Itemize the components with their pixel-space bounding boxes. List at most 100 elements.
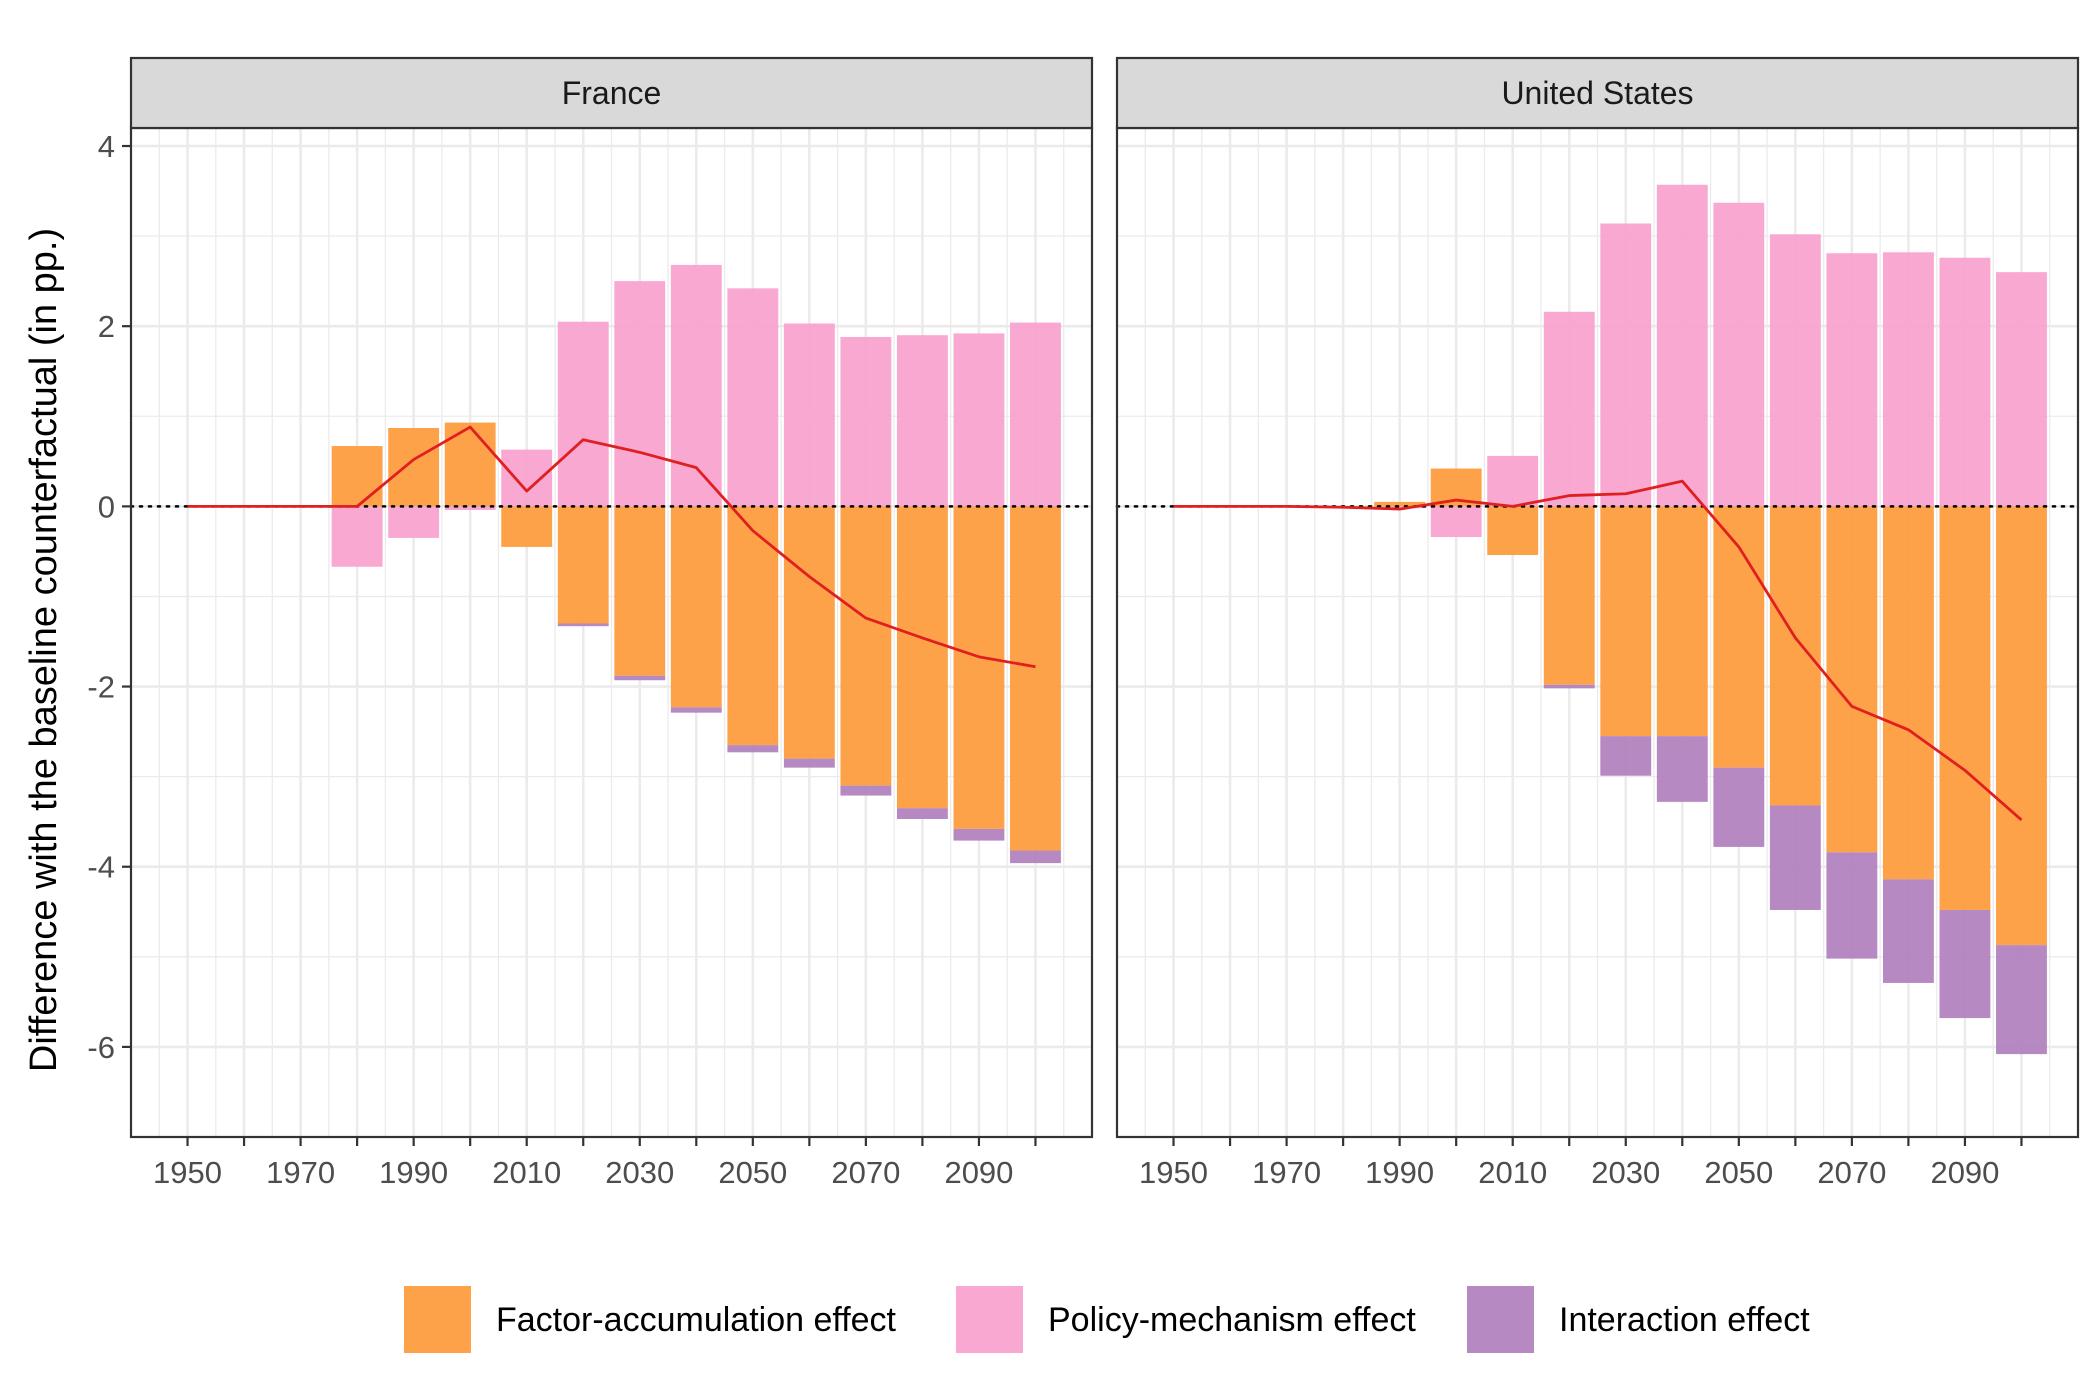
bar-factor-2050	[727, 506, 779, 746]
x-tick-label: 1990	[379, 1155, 448, 1190]
bar-policy-2020	[1543, 311, 1595, 507]
bar-policy-2010	[1487, 455, 1539, 507]
bar-factor-1990	[1374, 501, 1426, 507]
bar-interaction-2040	[670, 707, 722, 713]
x-tick-label: 2070	[831, 1155, 900, 1190]
x-tick-label: 1950	[1139, 1155, 1208, 1190]
bar-policy-2040	[670, 264, 722, 507]
bar-factor-2070	[1826, 506, 1878, 853]
bar-factor-2090	[1939, 506, 1991, 910]
bar-interaction-2070	[1826, 852, 1878, 959]
bar-factor-2030	[1600, 506, 1652, 737]
bar-policy-2060	[1769, 234, 1821, 507]
bar-factor-2040	[670, 506, 722, 708]
bar-interaction-2020	[1543, 684, 1595, 689]
x-axis-0: 1950 1970 1990 2010 2030 2050 2070 2090	[153, 1137, 1037, 1190]
bar-interaction-2090	[1939, 909, 1991, 1019]
x-tick-label: 2050	[1704, 1155, 1773, 1190]
bar-interaction-2080	[896, 808, 948, 819]
x-tick-label: 2030	[1591, 1155, 1660, 1190]
bar-factor-2020	[557, 506, 609, 624]
y-tick-label: 4	[98, 129, 115, 164]
bar-factor-2030	[614, 506, 666, 676]
bar-factor-2020	[1543, 506, 1595, 685]
bar-policy-2000	[444, 506, 496, 510]
y-tick-label: -6	[87, 1030, 115, 1065]
facet-panel-0: France	[129, 56, 1094, 1139]
panels-layer: France United States	[129, 56, 2080, 1139]
bar-policy-2080	[1882, 252, 1934, 507]
legend-label-policy: Policy-mechanism effect	[1048, 1301, 1416, 1339]
x-tick-label: 2090	[944, 1155, 1013, 1190]
bar-interaction-2040	[1656, 736, 1708, 802]
bar-interaction-2050	[1713, 767, 1765, 847]
y-tick-label: 0	[98, 489, 115, 524]
bar-interaction-2090	[953, 828, 1005, 841]
bar-policy-2070	[1826, 253, 1878, 507]
bar-policy-2090	[953, 333, 1005, 507]
bar-factor-2060	[783, 506, 835, 759]
bar-policy-1980	[331, 506, 383, 567]
bars	[1317, 184, 2047, 1055]
legend-swatch-interaction	[1467, 1286, 1534, 1353]
bar-factor-2080	[1882, 506, 1934, 880]
y-axis-title: Difference with the baseline counterfact…	[23, 228, 65, 1072]
bar-factor-1980	[331, 446, 383, 507]
bar-factor-2080	[896, 506, 948, 809]
bar-policy-2030	[1600, 223, 1652, 507]
bar-policy-2090	[1939, 257, 1991, 507]
x-tick-label: 2090	[1930, 1155, 1999, 1190]
x-tick-label: 1950	[153, 1155, 222, 1190]
facet-panel-1: United States	[1115, 56, 2080, 1139]
facet-strip	[1115, 56, 2080, 130]
bar-policy-2100	[1010, 322, 1061, 507]
bar-interaction-2060	[1769, 805, 1821, 910]
total-effect-line	[1173, 479, 2023, 821]
bar-interaction-2080	[1882, 879, 1934, 983]
bar-factor-2090	[953, 506, 1005, 829]
bar-policy-2040	[1656, 184, 1708, 507]
bar-policy-2050	[727, 288, 779, 507]
x-tick-label: 2010	[1478, 1155, 1547, 1190]
bar-factor-2010	[1487, 506, 1539, 556]
legend-label-interaction: Interaction effect	[1559, 1301, 1810, 1339]
bar-factor-2100	[1010, 506, 1061, 851]
facet-strip-title: United States	[1501, 75, 1693, 111]
bar-policy-2100	[1996, 272, 2047, 507]
legend-label-factor: Factor-accumulation effect	[496, 1301, 897, 1339]
bar-interaction-2030	[614, 675, 666, 681]
bar-factor-1990	[388, 427, 440, 507]
bar-interaction-2030	[1600, 736, 1652, 776]
bar-interaction-2100	[1996, 945, 2047, 1055]
bar-interaction-2070	[840, 785, 892, 796]
bar-policy-2070	[840, 337, 892, 507]
bar-interaction-2060	[783, 758, 835, 768]
x-tick-label: 1970	[266, 1155, 335, 1190]
bar-interaction-2020	[557, 623, 609, 627]
bar-policy-2010	[501, 449, 553, 507]
facet-strip-title: France	[562, 75, 662, 111]
bar-factor-2060	[1769, 506, 1821, 806]
x-axis-1: 1950 1970 1990 2010 2030 2050 2070 2090	[1139, 1137, 2023, 1190]
bar-policy-2080	[896, 335, 948, 507]
x-tick-label: 2050	[718, 1155, 787, 1190]
bar-interaction-2100	[1010, 850, 1061, 864]
legend-swatch-factor	[404, 1286, 471, 1353]
x-tick-label: 2010	[492, 1155, 561, 1190]
x-tick-label: 1970	[1252, 1155, 1321, 1190]
bar-factor-2070	[840, 506, 892, 786]
total-effect-line	[187, 425, 1036, 669]
bar-factor-2010	[501, 506, 553, 547]
y-axis: 4 2 0 -2 -4 -6	[87, 129, 131, 1065]
bar-factor-2050	[1713, 506, 1765, 768]
bar-policy-2030	[614, 281, 666, 507]
y-tick-label: 2	[98, 309, 115, 344]
legend-swatch-policy	[956, 1286, 1023, 1353]
x-tick-label: 2030	[605, 1155, 674, 1190]
bar-policy-1990	[1374, 506, 1426, 509]
bar-policy-2020	[557, 321, 609, 507]
y-tick-label: -4	[87, 850, 115, 885]
x-tick-label: 1990	[1365, 1155, 1434, 1190]
bar-factor-2000	[444, 422, 496, 507]
